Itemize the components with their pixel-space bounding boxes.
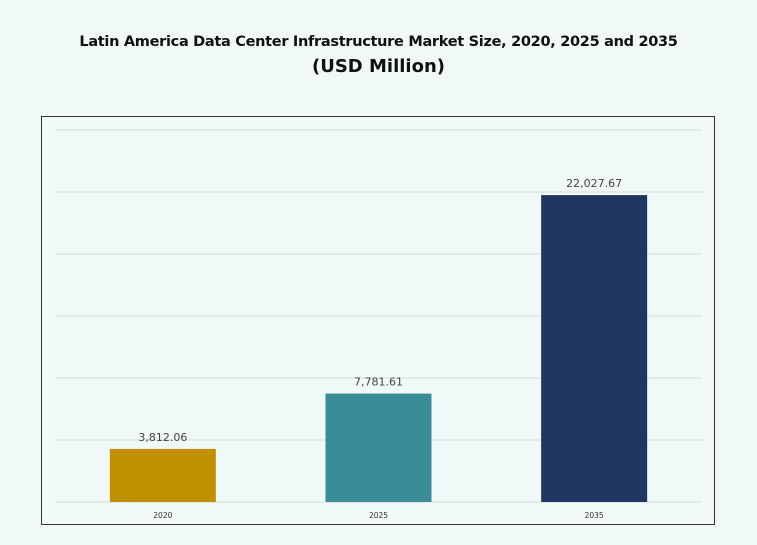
bar-2020 (109, 448, 216, 502)
data-label: 22,027.67 (566, 177, 622, 190)
data-label: 7,781.61 (354, 376, 403, 389)
x-tick-label: 2020 (153, 511, 172, 520)
x-tick-label: 2035 (585, 511, 604, 520)
data-label: 3,812.06 (138, 431, 187, 444)
x-tick-label: 2025 (369, 511, 388, 520)
chart-frame (41, 116, 715, 525)
chart-subtitle: (USD Million) (311, 56, 445, 77)
chart-title: Latin America Data Center Infrastructure… (79, 34, 678, 50)
bar-2025 (325, 393, 432, 502)
bar-2035 (541, 195, 648, 502)
